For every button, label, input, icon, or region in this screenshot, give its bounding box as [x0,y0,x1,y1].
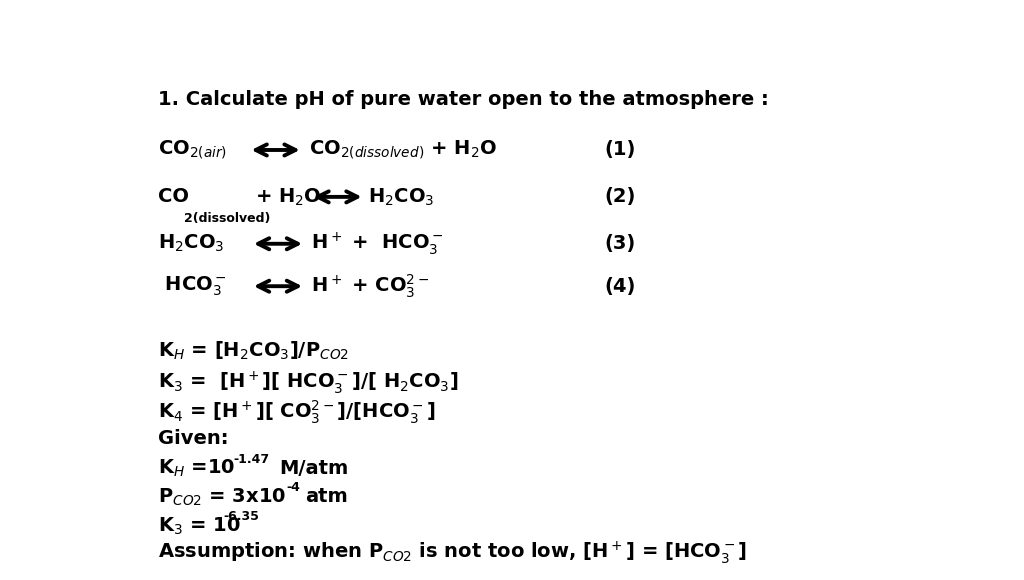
Text: (2): (2) [604,187,636,206]
Text: K$_4$ = [H$^+$][ CO$_3^{2-}$]/[HCO$_3^-$]: K$_4$ = [H$^+$][ CO$_3^{2-}$]/[HCO$_3^-$… [158,398,436,426]
Text: CO: CO [158,187,189,206]
Text: 1. Calculate pH of pure water open to the atmosphere :: 1. Calculate pH of pure water open to th… [158,90,769,108]
Text: HCO$_3^-$: HCO$_3^-$ [158,274,227,298]
Text: CO$_{2(dissolved)}$ + H$_2$O: CO$_{2(dissolved)}$ + H$_2$O [309,139,498,161]
Text: H$^+$ +  HCO$_3^-$: H$^+$ + HCO$_3^-$ [311,230,444,257]
Text: H$^+$ + CO$_3^{2-}$: H$^+$ + CO$_3^{2-}$ [311,273,429,300]
Text: K$_{H}$ = [H$_2$CO$_3$]/P$_{CO2}$: K$_{H}$ = [H$_2$CO$_3$]/P$_{CO2}$ [158,340,349,362]
Text: 2(dissolved): 2(dissolved) [184,212,270,225]
Text: (3): (3) [604,234,636,253]
Text: H$_2$CO$_3$: H$_2$CO$_3$ [158,233,224,255]
Text: K$_3$ =  [H$^+$][ HCO$_3^-$]/[ H$_2$CO$_3$]: K$_3$ = [H$^+$][ HCO$_3^-$]/[ H$_2$CO$_3… [158,369,459,396]
Text: -4: -4 [287,481,301,494]
Text: atm: atm [305,488,348,506]
Text: H$_2$CO$_3$: H$_2$CO$_3$ [369,186,435,208]
Text: P$_{CO2}$ = 3x10: P$_{CO2}$ = 3x10 [158,487,287,508]
Text: + H$_2$O: + H$_2$O [255,186,322,208]
Text: Given:: Given: [158,429,228,448]
Text: -6.35: -6.35 [223,510,259,523]
Text: Assumption: when P$_{CO2}$ is not too low, [H$^+$] = [HCO$_3^-$]: Assumption: when P$_{CO2}$ is not too lo… [158,539,748,566]
Text: -1.47: -1.47 [233,452,269,466]
Text: (1): (1) [604,140,636,160]
Text: (4): (4) [604,277,636,296]
Text: M/atm: M/atm [279,459,348,478]
Text: K$_{H}$ =10: K$_{H}$ =10 [158,458,236,479]
Text: K$_3$ = 10: K$_3$ = 10 [158,516,241,536]
Text: CO$_{2(air)}$: CO$_{2(air)}$ [158,139,227,161]
